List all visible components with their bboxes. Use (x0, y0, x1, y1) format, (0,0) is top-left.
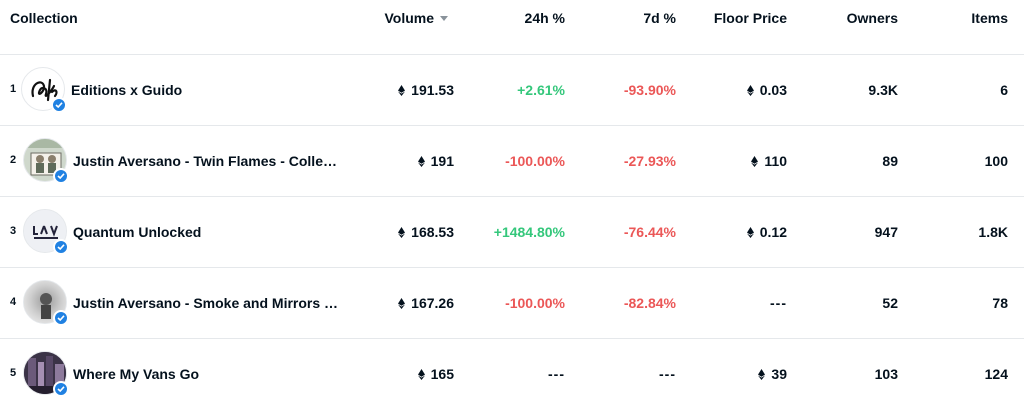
eth-icon (746, 85, 754, 96)
owners-value: 52 (882, 295, 898, 311)
change-24h-value: +2.61% (517, 82, 565, 98)
header-24h[interactable]: 24h % (524, 10, 565, 26)
change-24h-value: -100.00% (505, 295, 565, 311)
caret-down-icon[interactable] (440, 15, 448, 21)
header-floor-price[interactable]: Floor Price (713, 10, 787, 26)
rank-number: 1 (10, 83, 17, 95)
avatar (21, 67, 67, 113)
table-row[interactable]: 2 Justin Aversano - Twin Flames - Collec… (0, 126, 1024, 197)
verified-badge-icon (53, 381, 69, 397)
volume-value: 168.53 (360, 224, 454, 240)
eth-icon (398, 227, 406, 238)
owners-value: 89 (882, 153, 898, 169)
verified-badge-icon (53, 239, 69, 255)
change-7d-value: -76.44% (623, 224, 676, 240)
table-row[interactable]: 3 Quantum Unlocked 168.53 +1484.80% -76.… (0, 197, 1024, 268)
owners-value: 9.3K (868, 82, 898, 98)
avatar (23, 209, 69, 255)
change-7d-value: -27.93% (623, 153, 676, 169)
rank-number: 2 (10, 154, 17, 166)
verified-badge-icon (53, 310, 69, 326)
owners-value: 103 (874, 366, 898, 382)
header-owners[interactable]: Owners (846, 10, 898, 26)
floor-price-value: 110 (690, 153, 787, 169)
volume-value: 165 (360, 366, 454, 382)
items-value: 100 (984, 153, 1008, 169)
header-items[interactable]: Items (971, 10, 1008, 26)
avatar (23, 351, 69, 397)
eth-icon (417, 369, 425, 380)
table-row[interactable]: 4 Justin Aversano - Smoke and Mirrors by… (0, 268, 1024, 339)
volume-value: 191 (360, 153, 454, 169)
collection-name[interactable]: Justin Aversano - Twin Flames - Collecto… (73, 153, 341, 169)
table-header: Collection Volume 24h % 7d % Floor Price… (0, 0, 1024, 55)
eth-icon (751, 156, 759, 167)
volume-value: 167.26 (360, 295, 454, 311)
change-7d-value: -93.90% (623, 82, 676, 98)
eth-icon (746, 227, 754, 238)
collection-name[interactable]: Where My Vans Go (73, 366, 200, 382)
items-value: 6 (1000, 82, 1008, 98)
rank-number: 5 (10, 367, 17, 379)
avatar (23, 280, 69, 326)
volume-value: 191.53 (360, 82, 454, 98)
floor-price-value: 0.03 (690, 82, 787, 98)
floor-price-value: 39 (690, 366, 787, 382)
items-value: 78 (992, 295, 1008, 311)
header-volume-label: Volume (384, 10, 434, 26)
change-24h-value: +1484.80% (493, 224, 565, 240)
eth-icon (398, 85, 406, 96)
eth-icon (398, 298, 406, 309)
items-value: 1.8K (978, 224, 1008, 240)
change-7d-value: -82.84% (623, 295, 676, 311)
rank-number: 4 (10, 296, 17, 308)
table-row[interactable]: 5 Where My Vans Go 165 --- --- 39 103 12… (0, 339, 1024, 406)
avatar (23, 138, 69, 184)
eth-icon (758, 369, 766, 380)
table-row[interactable]: 1 Editions x Guido 191.53 +2.61% -93.90%… (0, 55, 1024, 126)
items-value: 124 (984, 366, 1008, 382)
header-volume[interactable]: Volume (360, 10, 448, 26)
change-24h-value: -100.00% (505, 153, 565, 169)
collection-name[interactable]: Quantum Unlocked (73, 224, 202, 240)
floor-price-value: 0.12 (690, 224, 787, 240)
verified-badge-icon (51, 97, 67, 113)
collection-name[interactable]: Editions x Guido (71, 82, 183, 98)
eth-icon (417, 156, 425, 167)
header-collection[interactable]: Collection (10, 10, 78, 26)
change-7d-value: --- (659, 366, 676, 382)
owners-value: 947 (874, 224, 898, 240)
change-24h-value: --- (548, 366, 565, 382)
floor-price-value: --- (770, 295, 787, 311)
collection-name[interactable]: Justin Aversano - Smoke and Mirrors by J… (73, 295, 341, 311)
verified-badge-icon (53, 168, 69, 184)
header-7d[interactable]: 7d % (643, 10, 676, 26)
rank-number: 3 (10, 225, 17, 237)
